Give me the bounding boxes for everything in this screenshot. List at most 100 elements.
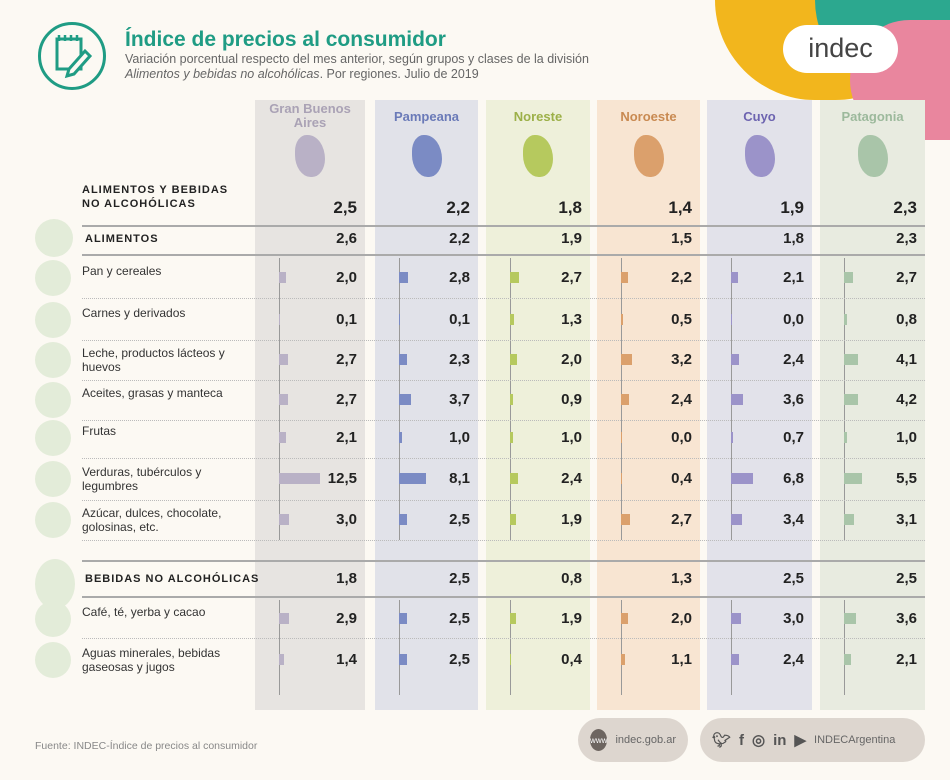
value-cell: 1,1 xyxy=(671,651,692,668)
value-bar xyxy=(279,514,289,525)
banana-icon xyxy=(35,420,71,456)
region-map-icon xyxy=(295,135,325,177)
value-cell: 0,8 xyxy=(896,311,917,328)
region-map-icon xyxy=(523,135,553,177)
candy-icon xyxy=(35,502,71,538)
bar-axis xyxy=(279,600,280,695)
value-cell: 2,3 xyxy=(893,198,917,217)
value-cell: 2,5 xyxy=(333,198,357,217)
value-bar xyxy=(621,514,630,525)
value-cell: 2,7 xyxy=(336,391,357,408)
value-bar xyxy=(621,354,632,365)
row-label: Frutas xyxy=(82,424,117,438)
value-cell: 2,4 xyxy=(561,470,582,487)
page-title: Índice de precios al consumidor xyxy=(125,28,446,51)
value-cell: 3,4 xyxy=(783,511,804,528)
value-bar xyxy=(399,394,412,405)
row-label: Azúcar, dulces, chocolate, golosinas, et… xyxy=(82,506,222,534)
website-link[interactable]: www indec.gob.ar xyxy=(578,718,688,762)
value-bar xyxy=(279,613,289,624)
value-bar xyxy=(510,272,519,283)
value-cell: 2,5 xyxy=(896,570,917,587)
value-cell: 3,1 xyxy=(896,511,917,528)
value-bar xyxy=(399,514,408,525)
value-cell: 2,8 xyxy=(449,269,470,286)
value-cell: 2,7 xyxy=(561,269,582,286)
value-bar xyxy=(510,514,517,525)
value-cell: 1,8 xyxy=(336,570,357,587)
value-bar xyxy=(621,654,625,665)
value-bar xyxy=(844,432,848,443)
divider xyxy=(82,225,925,227)
divider xyxy=(82,298,925,299)
value-cell: 2,5 xyxy=(449,610,470,627)
value-cell: 0,4 xyxy=(671,470,692,487)
region-column xyxy=(255,100,365,710)
value-cell: 2,1 xyxy=(896,651,917,668)
linkedin-icon[interactable]: in xyxy=(773,731,787,749)
youtube-icon[interactable]: ▶ xyxy=(794,732,807,749)
bottles-icon xyxy=(35,559,75,609)
instagram-icon[interactable]: ◎ xyxy=(752,732,766,749)
value-cell: 2,0 xyxy=(561,351,582,368)
value-cell: 2,7 xyxy=(896,269,917,286)
value-cell: 1,8 xyxy=(558,198,582,217)
value-cell: 2,5 xyxy=(783,570,804,587)
value-bar xyxy=(279,473,321,484)
subtitle-rest: . Por regiones. Julio de 2019 xyxy=(319,67,479,81)
value-bar xyxy=(844,394,858,405)
milk-icon xyxy=(35,342,71,378)
value-bar xyxy=(279,394,288,405)
value-cell: 2,7 xyxy=(336,351,357,368)
value-cell: 0,8 xyxy=(561,570,582,587)
value-bar xyxy=(731,354,739,365)
value-bar xyxy=(621,473,623,484)
region-header: Noreste xyxy=(513,109,563,124)
value-cell: 1,9 xyxy=(561,230,582,247)
divider xyxy=(82,596,925,598)
value-bar xyxy=(844,654,851,665)
value-bar xyxy=(621,272,629,283)
divider xyxy=(82,340,925,341)
region-header: Noroeste xyxy=(620,109,677,124)
value-bar xyxy=(279,432,286,443)
value-cell: 4,1 xyxy=(896,351,917,368)
globe-icon: www xyxy=(590,729,608,751)
value-cell: 3,7 xyxy=(449,391,470,408)
value-bar xyxy=(510,613,517,624)
value-bar xyxy=(399,432,403,443)
value-cell: 2,5 xyxy=(449,651,470,668)
value-cell: 2,1 xyxy=(336,429,357,446)
divider xyxy=(82,380,925,381)
coffee-icon xyxy=(35,601,71,637)
value-cell: 2,2 xyxy=(671,269,692,286)
value-cell: 1,5 xyxy=(671,230,692,247)
value-cell: 12,5 xyxy=(327,470,357,487)
region-header: Gran Buenos Aires xyxy=(269,101,351,130)
subtitle-italic: Alimentos y bebidas no alcohólicas xyxy=(125,67,320,81)
value-cell: 2,9 xyxy=(336,610,357,627)
value-cell: 4,2 xyxy=(896,391,917,408)
region-map-icon xyxy=(857,135,888,177)
region-header: Pampeana xyxy=(393,109,460,124)
value-cell: 2,4 xyxy=(783,351,804,368)
row-label: Aceites, grasas y manteca xyxy=(82,386,223,400)
value-cell: 2,2 xyxy=(449,230,470,247)
value-cell: 1,4 xyxy=(668,198,692,217)
value-bar xyxy=(731,473,754,484)
divider xyxy=(82,638,925,639)
divider xyxy=(82,458,925,459)
notepad-pencil-icon xyxy=(38,22,106,90)
value-bar xyxy=(510,394,513,405)
indec-logo: indec xyxy=(783,25,898,73)
region-column xyxy=(486,100,590,710)
value-bar xyxy=(279,354,288,365)
value-cell: 2,0 xyxy=(336,269,357,286)
value-cell: 6,8 xyxy=(783,470,804,487)
value-bar xyxy=(844,354,858,365)
subtitle-line2: Alimentos y bebidas no alcohólicas. Por … xyxy=(125,67,479,81)
region-header: Patagonia xyxy=(841,109,904,124)
facebook-icon[interactable]: f xyxy=(739,731,745,749)
twitter-icon[interactable]: 🐦︎ xyxy=(712,732,732,749)
value-bar xyxy=(399,613,408,624)
